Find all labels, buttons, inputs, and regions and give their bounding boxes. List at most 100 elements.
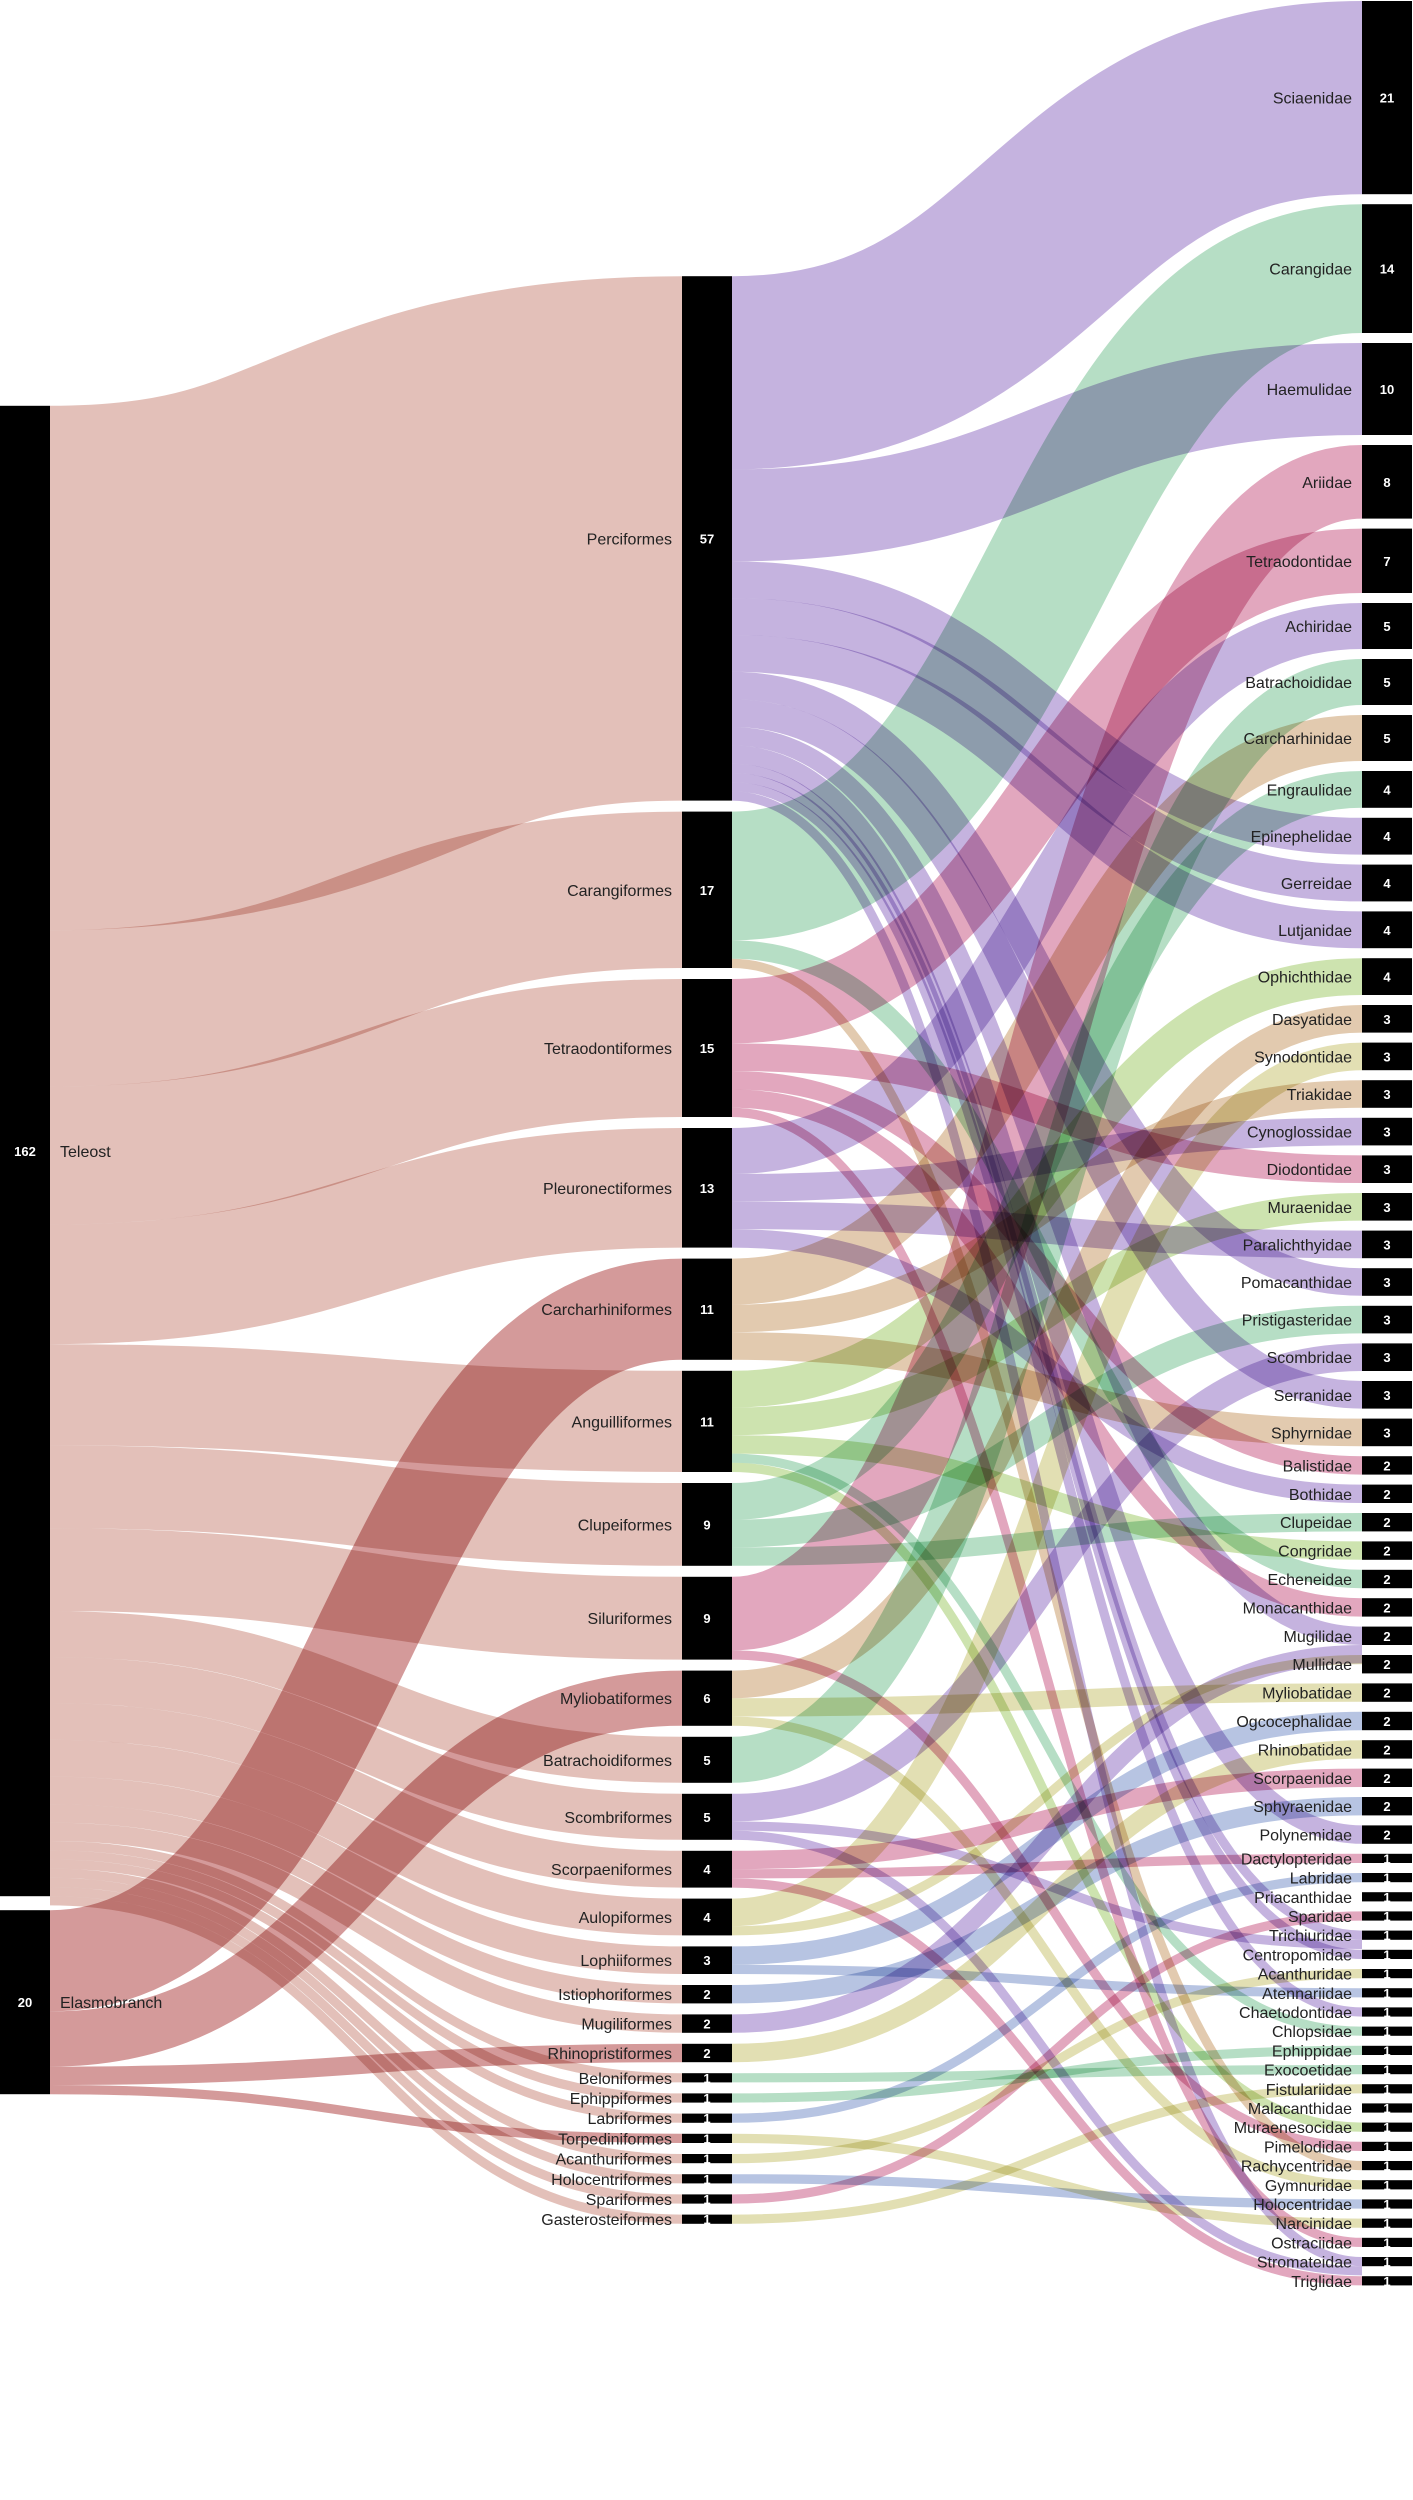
node-label: Lutjanidae (1278, 923, 1352, 940)
node-holocentriformes (682, 2174, 732, 2184)
node-ephippiformes (682, 2093, 732, 2103)
node-batrachoididae (1362, 659, 1412, 705)
node-pristigasteridae (1362, 1305, 1412, 1334)
node-value: 1 (1383, 1890, 1390, 1905)
node-triglidae (1362, 2276, 1412, 2286)
node-sparidae (1362, 1911, 1412, 1921)
node-value: 8 (1383, 475, 1390, 490)
node-value: 1 (1383, 1909, 1390, 1924)
node-muraenesocidae (1362, 2122, 1412, 2132)
link-teleost-scorpaeniformes (49, 1703, 683, 1888)
node-ophichthidae (1362, 958, 1412, 995)
node-label: Sphyrnidae (1271, 1425, 1352, 1442)
node-label: Rhinobatidae (1258, 1742, 1352, 1759)
node-value: 2 (1383, 1544, 1390, 1559)
node-value: 4 (1383, 876, 1391, 891)
link-carangiformes-carangidae (729, 204, 1365, 941)
node-label: Polynemidae (1260, 1828, 1353, 1845)
node-label: Sciaenidae (1273, 91, 1352, 108)
node-label: Spariformes (586, 2192, 672, 2209)
link-teleost-mugiliformes (49, 1822, 683, 2033)
node-clupeidae (1362, 1513, 1412, 1532)
link-teleost-anguilliformes (49, 1344, 683, 1472)
node-value: 6 (703, 1691, 710, 1706)
link-anguilliformes-muraenidae (731, 1193, 1363, 1436)
node-aulopiformes (682, 1898, 732, 1936)
link-elasmobranch-carcharhiniformes (47, 1258, 685, 2012)
node-label: Acanthuridae (1258, 1967, 1352, 1984)
link-mugiliformes-mugilidae (731, 1645, 1363, 2033)
node-label: Carcharhinidae (1243, 731, 1352, 748)
node-siluriformes (682, 1576, 732, 1660)
node-label: Ephippidae (1272, 2043, 1352, 2060)
node-value: 2 (1383, 1828, 1390, 1843)
node-value: 1 (703, 2212, 710, 2227)
node-fistulariidae (1362, 2084, 1412, 2094)
link-batrachoidiformes-batrachoididae (730, 659, 1364, 1783)
node-value: 1 (1383, 1947, 1390, 1962)
node-value: 2 (1383, 1515, 1390, 1530)
node-label: Ophichthidae (1258, 970, 1352, 987)
node-label: Labridae (1290, 1871, 1352, 1888)
node-label: Pimelodidae (1264, 2139, 1352, 2156)
node-label: Malacanthidae (1248, 2101, 1352, 2118)
node-sphyraenidae (1362, 1797, 1412, 1816)
node-value: 2 (1383, 1657, 1390, 1672)
node-value: 2 (1383, 1629, 1390, 1644)
node-gasterosteiformes (682, 2214, 732, 2224)
node-triakidae (1362, 1080, 1412, 1108)
node-value: 1 (703, 2071, 710, 2086)
node-value: 4 (1383, 782, 1391, 797)
node-ephippidae (1362, 2045, 1412, 2055)
node-mugiliformes (682, 2014, 732, 2033)
node-value: 1 (1383, 2139, 1390, 2154)
node-value: 15 (700, 1041, 714, 1056)
node-myliobatiformes (682, 1670, 732, 1726)
node-value: 1 (1383, 2235, 1390, 2250)
node-teleost (0, 405, 50, 1897)
node-congridae (1362, 1541, 1412, 1560)
node-value: 3 (1383, 1125, 1390, 1140)
node-value: 1 (1383, 2178, 1390, 2193)
node-label: Elasmobranch (60, 1995, 162, 2012)
node-value: 2 (1383, 1742, 1390, 1757)
node-value: 5 (703, 1753, 710, 1768)
node-value: 1 (703, 2091, 710, 2106)
node-label: Istiophoriformes (558, 1987, 672, 2004)
node-label: Chaetodontidae (1239, 2005, 1352, 2022)
node-label: Carangidae (1269, 262, 1352, 279)
node-value: 17 (700, 883, 714, 898)
node-label: Muraenesocidae (1234, 2120, 1352, 2137)
node-label: Batrachoidiformes (543, 1753, 672, 1770)
node-rhinobatidae (1362, 1740, 1412, 1759)
node-epinephelidae (1362, 817, 1412, 855)
node-label: Perciformes (587, 531, 672, 548)
node-value: 3 (703, 1953, 710, 1968)
node-label: Ogcocephalidae (1236, 1714, 1352, 1731)
node-elasmobranch (0, 1910, 50, 2095)
node-acanthuriformes (682, 2154, 732, 2164)
node-label: Mullidae (1292, 1657, 1352, 1674)
node-value: 3 (1383, 1049, 1390, 1064)
node-value: 1 (1383, 1986, 1390, 2001)
link-scorpaeniformes-triglidae (731, 1878, 1363, 2286)
node-value: 3 (1383, 1162, 1390, 1177)
node-value: 1 (1383, 2063, 1390, 2078)
node-label: Engraulidae (1267, 782, 1353, 799)
node-value: 4 (703, 1862, 711, 1877)
node-label: Myliobatiformes (560, 1691, 672, 1708)
node-value: 1 (1383, 2197, 1390, 2212)
node-value: 1 (1383, 1967, 1390, 1982)
node-batrachoidiformes (682, 1736, 732, 1783)
node-label: Tetraodontidae (1246, 554, 1352, 571)
node-bothidae (1362, 1484, 1412, 1503)
node-anguilliformes (682, 1370, 732, 1472)
node-engraulidae (1362, 771, 1412, 808)
node-value: 1 (703, 2131, 710, 2146)
node-label: Gerreidae (1281, 876, 1352, 893)
node-value: 1 (703, 2172, 710, 2187)
node-tetraodontidae (1362, 528, 1412, 593)
node-label: Balistidae (1283, 1458, 1352, 1475)
node-cynoglossidae (1362, 1117, 1412, 1146)
link-teleost-carangiformes (49, 811, 683, 1087)
